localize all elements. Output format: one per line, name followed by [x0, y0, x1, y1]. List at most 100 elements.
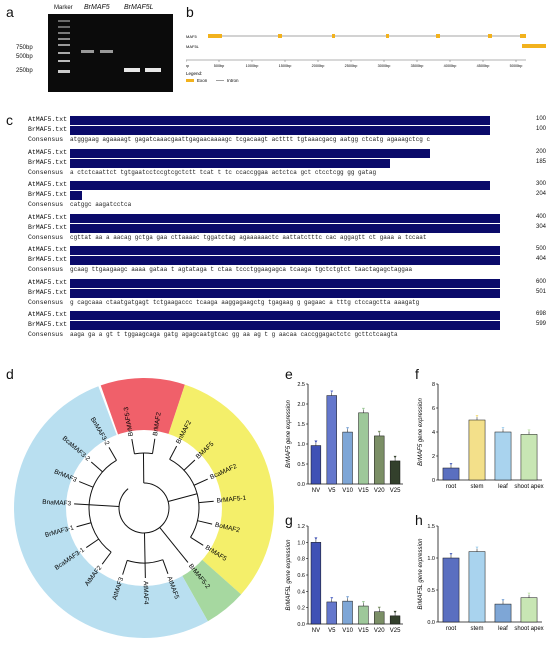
exon-block — [386, 34, 389, 38]
x-tick-label: root — [446, 484, 457, 490]
x-tick-label: V20 — [374, 488, 385, 494]
y-tick-label: 1.0 — [297, 540, 305, 546]
alignment-consensus: atgggaag agaaaagt gagatcaaacgaattgagaaca… — [70, 136, 431, 143]
gel-image — [48, 14, 173, 92]
ladder-band — [58, 32, 70, 34]
tree-branch — [143, 532, 146, 563]
alignment-block: AtMAF5.txt BrMAF5.txt Consensus 500 404 gcaag… — [28, 246, 546, 277]
alignment-sequence-row — [70, 278, 500, 288]
sample-band — [124, 68, 140, 72]
y-tick-label: 2.5 — [297, 382, 305, 388]
ladder-band — [58, 60, 70, 62]
tree-branch — [101, 551, 112, 565]
x-tick-label: leaf — [498, 626, 508, 632]
chart-bar — [389, 460, 401, 485]
scale-tick-label: 5000bp — [510, 64, 523, 68]
phylogenetic-tree: BrMAF5-3 BrMAF2 BnMAF2BMAF5BcaMAF2BrMAF5-1… — [13, 378, 275, 638]
ladder-band — [58, 52, 70, 54]
chart-bar — [520, 434, 538, 481]
alignment-position: 501 — [535, 288, 546, 295]
x-tick-label: stem — [470, 484, 483, 490]
tree-branch — [79, 481, 94, 488]
alignment-seq-name: BrMAF5.txt — [28, 191, 68, 198]
chart-h: BrMAF5L gene expression 0.0 0.5 1.0 1.5 root s… — [418, 524, 544, 632]
alignment-block: AtMAF5.txt BrMAF5.txt Consensus 698 599 aaga … — [28, 311, 546, 342]
tree-branch — [118, 482, 170, 534]
tree-leaf-label: BrMAF2 — [152, 411, 163, 436]
scale-tick-label: 3500bp — [411, 64, 424, 68]
panel-label-b: b — [186, 4, 194, 20]
tree-branch — [183, 459, 196, 471]
tree-branch — [190, 536, 204, 546]
alignment-seq-name: BrMAF5.txt — [28, 321, 68, 328]
tree-leaf-label: BrMAF5-1 — [216, 495, 247, 505]
y-tick-label: 0.5 — [427, 588, 435, 594]
exon-block — [522, 44, 546, 48]
data-point-marker — [346, 427, 350, 430]
tree-branch — [90, 461, 103, 473]
alignment-block: AtMAF5.txt BrMAF5.txt Consensus 100 100 atggg… — [28, 116, 546, 147]
chart-bar — [326, 395, 337, 485]
x-tick-label: V25 — [390, 488, 401, 494]
alignment-seq-name: Consensus — [28, 168, 64, 176]
alignment-position: 500 — [535, 246, 546, 252]
alignment-seq-name: BrMAF5.txt — [28, 256, 68, 263]
ladder-band — [58, 38, 70, 40]
gel-marker-500: 500bp — [16, 54, 33, 60]
alignment-consensus: catggc aagatcctca — [70, 201, 132, 208]
chart-bar — [494, 603, 512, 623]
alignment-position: 185 — [535, 158, 546, 165]
alignment-position: 200 — [535, 148, 546, 155]
alignment-seq-name: Consensus — [28, 266, 64, 273]
alignment-sequence-row — [70, 288, 500, 298]
alignment-seq-name: BrMAF5.txt — [28, 288, 68, 296]
alignment-consensus: aaga ga a gt t tggaagcaga gatg agagcaatg… — [70, 331, 398, 338]
data-point-marker — [393, 610, 397, 614]
alignment-sequence-row — [70, 311, 500, 320]
chart-ylabel: BrMAF5 gene expression — [418, 397, 424, 465]
alignment-sequence-row — [70, 191, 82, 200]
tree-branch — [89, 504, 120, 508]
y-tick-label: 0.0 — [297, 482, 305, 488]
panel-label-f: f — [415, 366, 419, 382]
ladder-band — [58, 44, 70, 46]
tree-branch — [127, 559, 163, 564]
data-point-marker — [361, 601, 365, 604]
tree-branch — [152, 438, 156, 454]
x-tick-label: NV — [312, 628, 320, 634]
alignment-seq-name: AtMAF5.txt — [28, 148, 68, 156]
x-tick-label: leaf — [498, 484, 508, 490]
alignment-sequence-row — [70, 181, 490, 190]
scale-tick-label: 2500bp — [345, 64, 358, 68]
y-tick-label: 0.2 — [297, 606, 305, 612]
exon-block — [278, 34, 282, 38]
tree-branch — [108, 447, 117, 461]
alignment-position: 100 — [535, 126, 546, 132]
y-tick-label: 4 — [432, 430, 435, 436]
exon-block — [332, 34, 335, 38]
data-point-marker — [475, 415, 479, 418]
panel-label-d: d — [6, 366, 14, 382]
alignment-block: AtMAF5.txt BrMAF5.txt Consensus 300 204 catgg… — [28, 181, 546, 212]
sample-band — [100, 50, 113, 53]
alignment-position: 600 — [535, 278, 546, 285]
gel-marker-250: 250bp — [16, 68, 33, 74]
scale-tick-label: 0bp — [186, 64, 189, 68]
tree-branch — [74, 503, 90, 506]
chart-bar — [342, 600, 353, 625]
alignment-consensus: a ctctcaattct tgtgaatcctccgtcgctctt tcat… — [70, 168, 377, 176]
y-tick-label: 1.5 — [427, 524, 435, 530]
alignment-sequence-row — [70, 126, 490, 135]
chart-ylabel: BrMAF5 gene expression — [286, 399, 292, 467]
alignment-seq-name: BrMAF5.txt — [28, 126, 68, 133]
alignment-position: 599 — [535, 321, 546, 327]
sample-band — [145, 68, 161, 72]
x-tick-label: V10 — [342, 628, 353, 634]
tree-leaf-label: BnaMAF3 — [42, 499, 72, 508]
gel-header-brmaf5: BrMAF5 — [84, 4, 110, 11]
chart-bar — [442, 467, 460, 481]
alignment-sequence-row — [70, 158, 390, 168]
y-tick-label: 0.5 — [297, 462, 305, 468]
x-tick-label: shoot apex — [514, 626, 543, 632]
x-tick-label: stem — [470, 626, 483, 632]
